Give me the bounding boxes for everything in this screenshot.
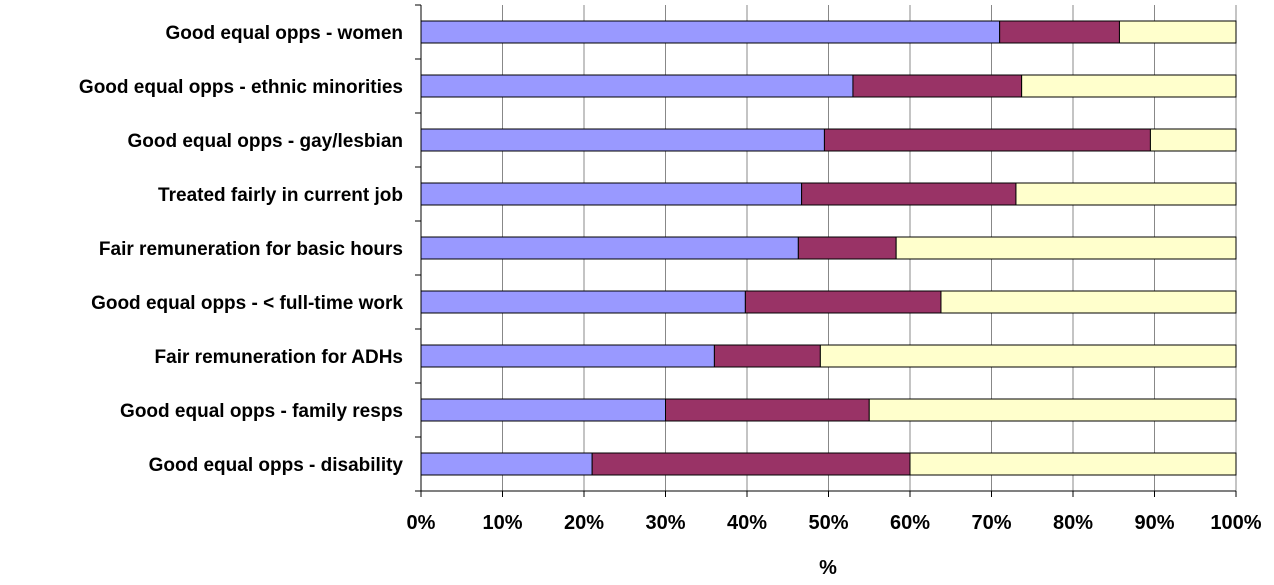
bar-segment-2 [801,182,1017,206]
x-tick-label: 70% [971,512,1011,534]
category-label: Good equal opps - family resps [120,401,403,422]
category-label: Fair remuneration for ADHs [155,347,403,368]
bar-segment-1 [420,182,803,206]
category-label: Good equal opps - women [166,23,404,44]
bar-segment-1 [420,344,715,368]
category-label: Good equal opps - < full-time work [91,293,403,314]
x-axis-title: % [819,557,837,579]
bar-segment-1 [420,398,666,422]
bar-segment-3 [1149,128,1237,152]
bar-segment-1 [420,74,854,98]
x-tick-label: 60% [890,512,930,534]
x-tick-label: 0% [407,512,436,534]
bar-segment-2 [665,398,870,422]
category-label: Good equal opps - disability [149,455,404,476]
category-label: Treated fairly in current job [158,185,403,206]
x-tick-label: 90% [1134,512,1174,534]
x-tick-label: 100% [1210,512,1261,534]
bar-segment-1 [420,452,593,476]
x-tick-label: 20% [564,512,604,534]
category-label: Good equal opps - ethnic minorities [79,77,403,98]
category-label: Fair remuneration for basic hours [99,239,403,260]
bar-segment-1 [420,20,1001,44]
x-tick-label: 80% [1053,512,1093,534]
bar-segment-3 [1021,74,1237,98]
bar-segment-3 [1015,182,1237,206]
bar-segment-2 [797,236,897,260]
category-label: Good equal opps - gay/lesbian [127,131,403,152]
bar-segment-1 [420,128,825,152]
axes [415,4,1237,497]
x-tick-label: 10% [482,512,522,534]
bar-segment-3 [895,236,1237,260]
bar-segment-2 [999,20,1120,44]
bar-segment-3 [940,290,1237,314]
bar-segment-3 [819,344,1237,368]
bar-segment-3 [868,398,1237,422]
bar-segment-1 [420,290,746,314]
x-tick-label: 40% [727,512,767,534]
bar-segment-1 [420,236,799,260]
labels: 0% 10% 20% 30% 40% 50% 60% 70% 80% 90% 100% Good eq… [79,23,1262,534]
x-tick-label: 50% [808,512,848,534]
bar-segment-2 [713,344,821,368]
bar-segment-2 [591,452,911,476]
bars [420,20,1237,476]
bar-segment-2 [852,74,1023,98]
bar-segment-2 [744,290,942,314]
bar-segment-3 [909,452,1237,476]
bar-segment-3 [1118,20,1237,44]
bar-segment-2 [823,128,1151,152]
x-tick-label: 30% [645,512,685,534]
